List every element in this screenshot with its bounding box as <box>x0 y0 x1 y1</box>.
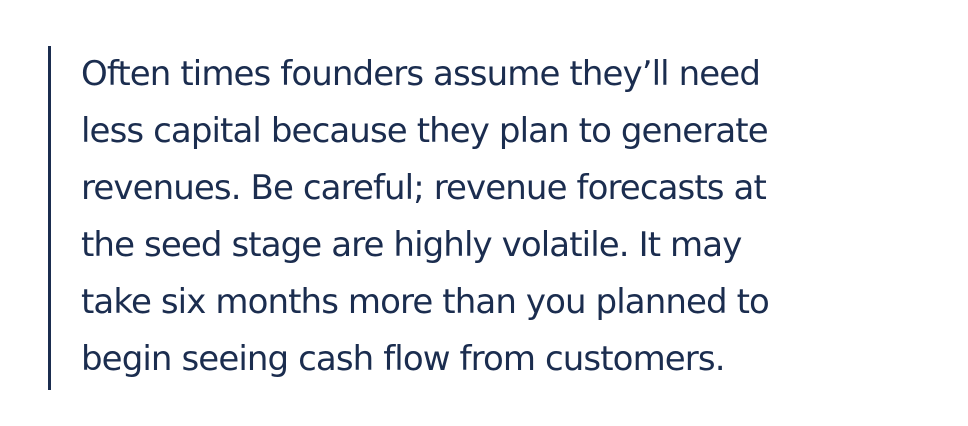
quote-text: Often times founders assume they’ll need… <box>81 46 770 388</box>
quote-line-4: the seed stage are highly volatile. It m… <box>81 225 742 265</box>
quote-line-5: take six months more than you planned to <box>81 282 770 322</box>
quote-line-1: Often times founders assume they’ll need <box>81 54 761 94</box>
quote-line-6: begin seeing cash flow from customers. <box>81 339 726 379</box>
pull-quote: Often times founders assume they’ll need… <box>48 46 928 390</box>
quote-line-2: less capital because they plan to genera… <box>81 111 769 151</box>
quote-line-3: revenues. Be careful; revenue forecasts … <box>81 168 767 208</box>
